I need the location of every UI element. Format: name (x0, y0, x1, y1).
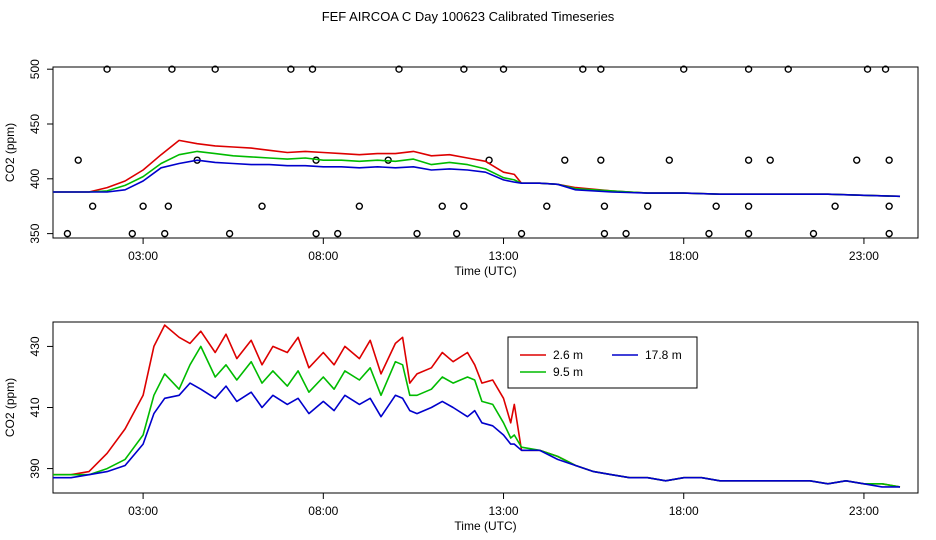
flag-point (63, 229, 72, 238)
plot-frame-2 (52, 321, 919, 494)
flag-point (139, 202, 147, 210)
flag-point (74, 156, 82, 164)
flag-point (395, 65, 403, 73)
y-tick-label: 500 (28, 59, 42, 79)
flag-point (287, 65, 295, 73)
flag-point (334, 229, 342, 238)
x-tick-label: 03:00 (128, 504, 158, 518)
flag-point (517, 229, 526, 238)
flag-point (784, 65, 792, 73)
series-line-17-8-m (53, 159, 901, 198)
flag-point (853, 156, 861, 164)
flag-point (766, 156, 774, 164)
flag-point (705, 229, 713, 238)
flag-point (211, 65, 219, 73)
flag-point (885, 202, 893, 210)
y-tick-label: 430 (28, 336, 42, 356)
x-tick-label: 23:00 (849, 249, 879, 263)
series-line-2-6-m (53, 324, 901, 488)
flag-point (863, 65, 872, 73)
flag-point (579, 65, 587, 73)
y-axis-label: CO2 (ppm) (3, 378, 17, 437)
flag-point (258, 202, 266, 210)
x-axis-label: Time (UTC) (454, 264, 516, 278)
flag-point (597, 156, 605, 164)
y-tick-label: 410 (28, 397, 42, 417)
legend-box (507, 336, 698, 389)
flag-point (413, 229, 421, 238)
flag-point (88, 202, 97, 210)
flag-point (744, 202, 753, 210)
flag-point (680, 65, 688, 73)
flag-point (885, 229, 893, 238)
flag-point (881, 65, 890, 73)
plot-frame-1 (52, 66, 919, 239)
x-tick-label: 08:00 (308, 504, 338, 518)
flag-point (168, 65, 176, 73)
flag-point (161, 229, 169, 238)
flag-point (460, 65, 468, 73)
flag-point (438, 202, 446, 210)
flag-point (744, 65, 753, 73)
flag-point (543, 202, 551, 210)
flag-point (355, 202, 364, 210)
flag-point (128, 229, 136, 238)
x-tick-label: 13:00 (489, 249, 519, 263)
flag-point (597, 65, 605, 73)
flag-point (744, 156, 753, 164)
flag-point (164, 202, 173, 210)
series-line-2-6-m (53, 139, 901, 198)
flag-point (452, 229, 461, 238)
legend-label: 17.8 m (645, 348, 682, 362)
flag-point (561, 156, 569, 164)
y-axis-label: CO2 (ppm) (3, 123, 17, 182)
x-tick-label: 23:00 (849, 504, 879, 518)
x-axis-label: Time (UTC) (454, 519, 516, 533)
y-tick-label: 350 (28, 223, 42, 243)
flag-point (885, 156, 893, 164)
flag-point (831, 202, 839, 210)
flag-point (225, 229, 234, 238)
x-tick-label: 13:00 (489, 504, 519, 518)
flag-point (809, 229, 818, 238)
legend-label: 9.5 m (553, 365, 583, 379)
flag-point (665, 156, 674, 164)
flag-point (712, 202, 720, 210)
flag-point (643, 202, 652, 210)
x-tick-label: 08:00 (308, 249, 338, 263)
flag-point (103, 65, 111, 73)
series-line-17-8-m (53, 382, 900, 488)
flag-point (600, 229, 609, 238)
flag-point (744, 229, 753, 238)
flag-point (460, 202, 468, 210)
x-tick-label: 18:00 (669, 249, 699, 263)
y-tick-label: 390 (28, 458, 42, 478)
x-tick-label: 18:00 (669, 504, 699, 518)
y-tick-label: 450 (28, 114, 42, 134)
flag-point (312, 229, 320, 238)
flag-point (499, 65, 508, 73)
flag-point (600, 202, 609, 210)
figure-title: FEF AIRCOA C Day 100623 Calibrated Times… (321, 9, 615, 24)
x-tick-label: 03:00 (128, 249, 158, 263)
flag-point (622, 229, 630, 238)
flag-point (308, 65, 317, 73)
legend-label: 2.6 m (553, 348, 583, 362)
y-tick-label: 400 (28, 168, 42, 188)
